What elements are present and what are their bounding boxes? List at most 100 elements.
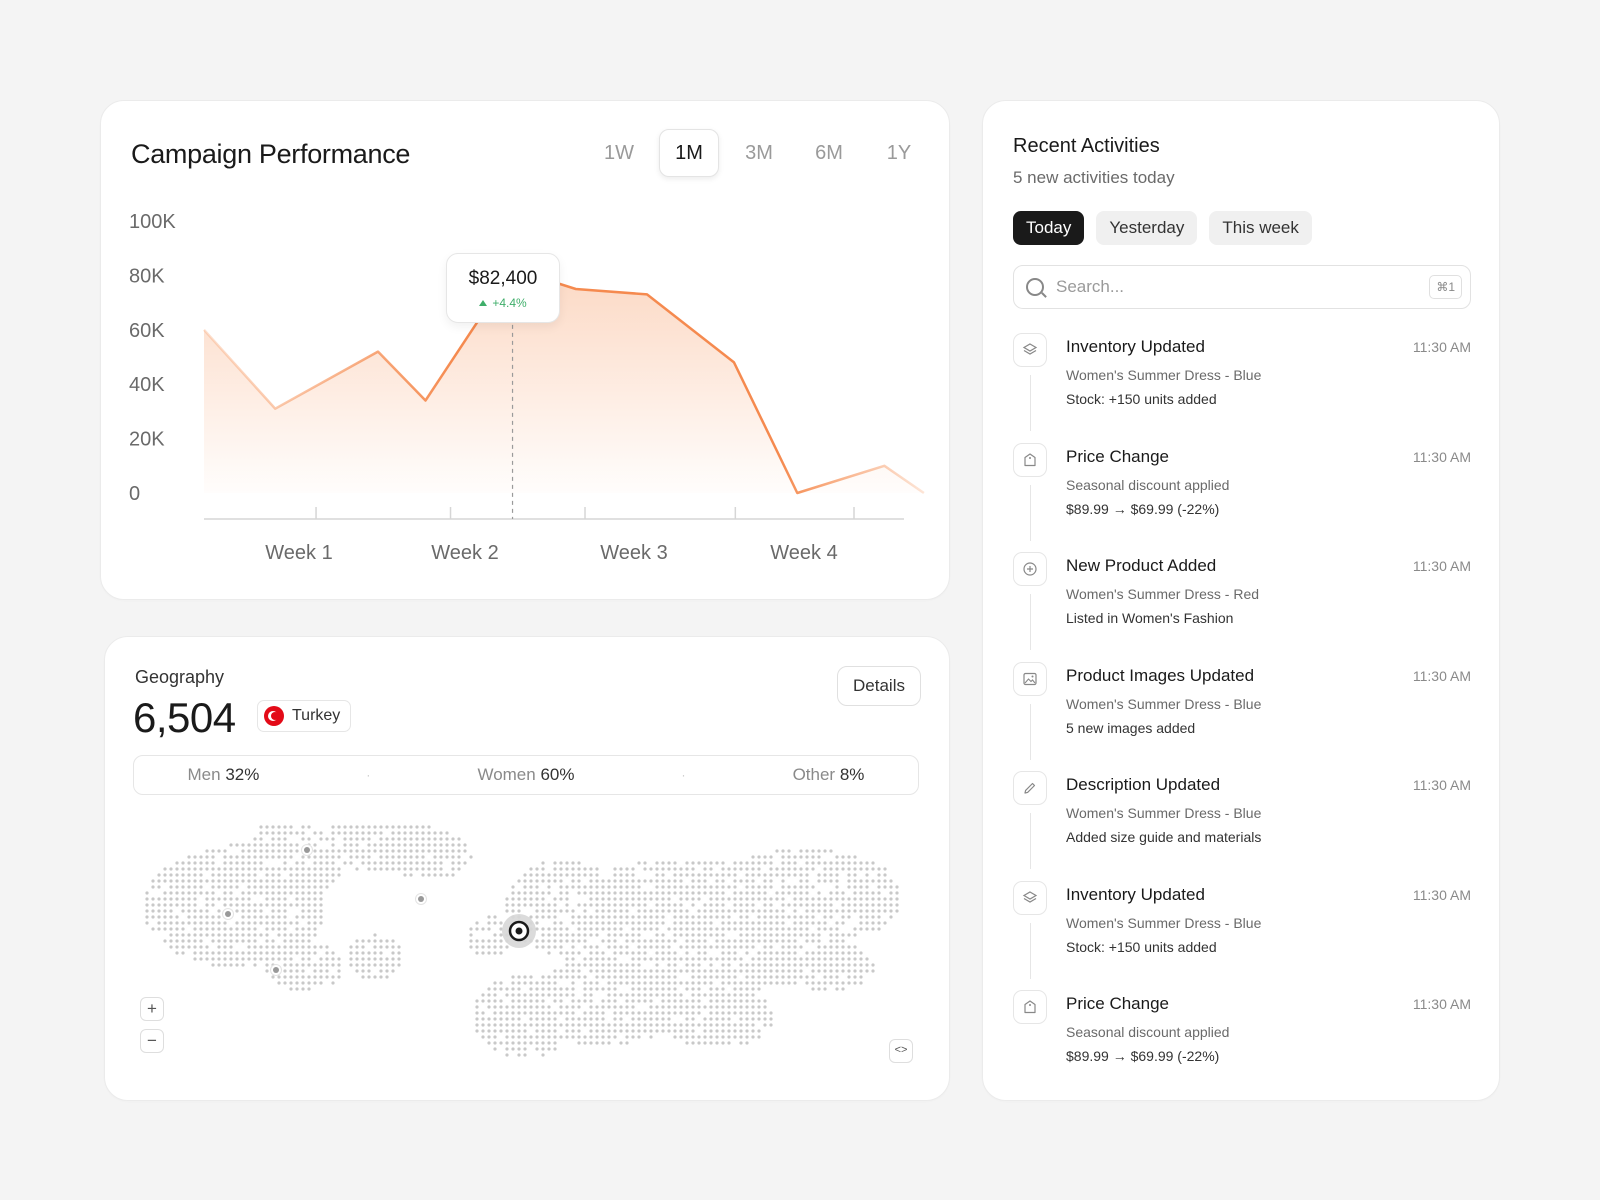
activity-detail: Women's Summer Dress - Blue (1066, 805, 1262, 821)
activity-detail: Women's Summer Dress - Blue (1066, 367, 1262, 383)
split-men: Men 32% (188, 765, 260, 785)
campaign-title: Campaign Performance (131, 139, 411, 169)
split-women-value: 60% (540, 765, 575, 784)
chart-tooltip: $82,400 +4.4% (446, 253, 560, 323)
split-women: Women 60% (477, 765, 574, 785)
world-dot-map[interactable] (105, 637, 951, 1102)
plus-circle-icon (1013, 552, 1047, 586)
code-icon[interactable]: <> (889, 1039, 913, 1063)
x-tick-label: Week 3 (600, 542, 667, 564)
activity-item[interactable]: Price Change 11:30 AM Seasonal discount ap… (1013, 990, 1471, 1100)
y-tick-label: 20K (129, 429, 165, 451)
activity-tabs: Today Yesterday This week (1013, 211, 1312, 245)
activity-title: New Product Added (1066, 556, 1217, 575)
map-location-marker-dot (225, 911, 231, 917)
range-6m[interactable]: 6M (815, 142, 843, 164)
tag-icon (1013, 990, 1047, 1024)
y-tick-label: 0 (129, 483, 140, 505)
tag-icon (1013, 442, 1047, 477)
activity-subdetail: Stock: +150 units added (1066, 391, 1217, 407)
timeline-connector (1030, 703, 1031, 760)
activities-subtitle: 5 new activities today (1013, 168, 1175, 187)
activity-subdetail: $89.99 → $69.99 (-22%) (1066, 1048, 1220, 1064)
activity-time: 11:30 AM (1412, 558, 1471, 574)
tooltip-delta: +4.4% (447, 296, 559, 310)
split-other-value: 8% (839, 765, 865, 784)
activity-title: Price Change (1066, 446, 1170, 466)
activity-time: 11:30 AM (1412, 667, 1471, 684)
tooltip-delta-text: +4.4% (492, 296, 527, 310)
tab-yesterday[interactable]: Yesterday (1096, 211, 1198, 245)
search-box[interactable]: ⌘1 (1013, 265, 1471, 309)
search-input[interactable] (1056, 277, 1430, 297)
layers-icon (1013, 333, 1047, 367)
image-icon (1013, 661, 1047, 696)
x-tick-label: Week 2 (431, 542, 498, 564)
activity-item[interactable]: Price Change 11:30 AM Seasonal discount ap… (1013, 442, 1471, 553)
y-tick-label: 60K (129, 320, 165, 342)
activity-subdetail: 5 new images added (1066, 719, 1196, 736)
timeline-connector (1030, 484, 1031, 541)
y-tick-label: 40K (129, 374, 165, 396)
activity-item[interactable]: Description Updated 11:30 AM Women's Summe… (1013, 771, 1471, 881)
zoom-out-button[interactable]: − (140, 1029, 164, 1053)
search-icon (1026, 278, 1044, 296)
map-location-marker-dot (273, 967, 279, 973)
activity-item[interactable]: New Product Added 11:30 AM Women's Summer … (1013, 552, 1471, 662)
split-separator: · (366, 768, 371, 782)
activity-subdetail: Stock: +150 units added (1066, 938, 1217, 955)
activity-subdetail: Added size guide and materials (1066, 829, 1262, 845)
range-1m[interactable]: 1M (659, 129, 719, 177)
activity-item[interactable]: Inventory Updated 11:30 AM Women's Summer … (1013, 880, 1471, 991)
timeline-connector (1030, 594, 1031, 650)
activity-title: Product Images Updated (1066, 665, 1255, 685)
layers-icon (1013, 880, 1047, 915)
country-name: Turkey (292, 707, 341, 724)
split-other-label: Other (792, 765, 836, 784)
activity-detail: Women's Summer Dress - Blue (1066, 695, 1262, 712)
map-location-marker-dot (304, 847, 310, 853)
split-men-label: Men (187, 765, 221, 784)
split-separator: · (681, 768, 686, 782)
activity-item[interactable]: Inventory Updated 11:30 AM Women's Summer … (1013, 333, 1471, 443)
details-button[interactable]: Details (837, 666, 921, 706)
country-badge[interactable]: Turkey (257, 700, 352, 732)
tab-this-week[interactable]: This week (1209, 211, 1312, 245)
activity-time: 11:30 AM (1412, 886, 1471, 903)
activity-subdetail: Listed in Women's Fashion (1066, 610, 1234, 626)
activity-time: 11:30 AM (1412, 448, 1471, 465)
timeline-connector (1030, 375, 1031, 431)
range-1y[interactable]: 1Y (886, 142, 912, 164)
gender-split-bar: Men 32% · Women 60% · Other 8% (133, 755, 919, 795)
pencil-icon (1013, 771, 1047, 805)
activity-title: Description Updated (1066, 775, 1221, 794)
timeline-connector (1030, 813, 1031, 869)
tooltip-value: $82,400 (468, 268, 538, 289)
chart-series-line (203, 267, 925, 495)
recent-activities-card: Recent Activities 5 new activities today… (982, 100, 1500, 1101)
activity-title: Inventory Updated (1066, 337, 1205, 356)
zoom-in-button[interactable]: + (140, 997, 164, 1021)
x-tick-label: Week 1 (265, 542, 332, 564)
map-dots (145, 825, 899, 1057)
range-1w[interactable]: 1W (604, 142, 634, 164)
activity-detail: Women's Summer Dress - Blue (1066, 914, 1262, 931)
chart-area-fill (204, 268, 924, 493)
y-tick-label: 80K (129, 265, 165, 287)
arrow-up-icon (479, 300, 488, 306)
campaign-area-chart: 100K 80K 60K 40K 20K 0 Week 1 Week 2 Week 3 Week … (129, 211, 925, 564)
selected-location-center (515, 927, 523, 935)
y-tick-label: 100K (129, 211, 176, 233)
activity-detail: Seasonal discount applied (1066, 1024, 1230, 1040)
split-women-label: Women (477, 765, 536, 784)
range-3m[interactable]: 3M (745, 142, 773, 164)
geography-title: Geography (135, 667, 225, 687)
activity-detail: Women's Summer Dress - Red (1066, 586, 1260, 602)
activities-title: Recent Activities (1013, 135, 1160, 157)
campaign-performance-card: Campaign Performance 1W 1M 3M 6M 1Y 100K… (100, 100, 950, 600)
activity-title: Inventory Updated (1066, 884, 1205, 904)
turkey-flag-icon (264, 706, 284, 726)
activity-subdetail: $89.99 → $69.99 (-22%) (1066, 500, 1220, 517)
activity-item[interactable]: Product Images Updated 11:30 AM Women's Su… (1013, 661, 1471, 772)
tab-today[interactable]: Today (1013, 211, 1085, 245)
